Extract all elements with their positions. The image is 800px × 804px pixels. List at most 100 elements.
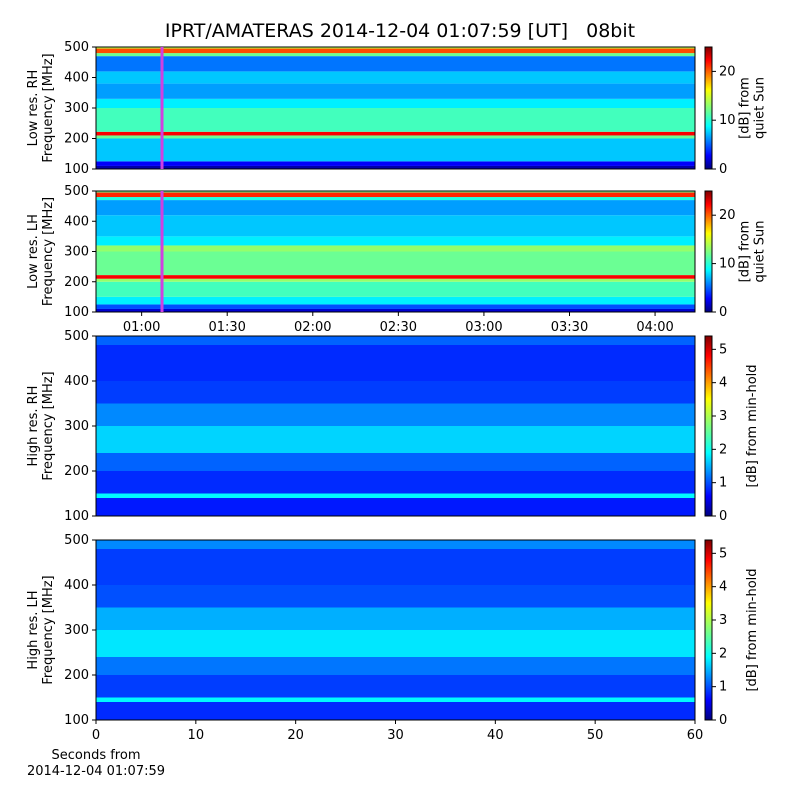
y-tick-label: 400	[64, 71, 89, 86]
y-axis-label: High res. RH	[26, 386, 41, 467]
heat-band	[96, 296, 695, 305]
x-tick-label: 50	[587, 728, 604, 743]
colorbar-tick-label: 2	[719, 442, 727, 457]
colorbar-label: [dB] from	[738, 221, 753, 283]
colorbar-label: [dB] from min-hold	[745, 364, 760, 487]
y-tick-label: 300	[64, 419, 89, 434]
colorbar-label: quiet Sun	[753, 77, 768, 139]
y-tick-label: 100	[64, 509, 89, 524]
heat-band	[96, 675, 695, 698]
colorbar	[704, 335, 713, 517]
colorbar-tick-label: 2	[719, 646, 727, 661]
heat-band	[96, 702, 695, 720]
x-axis-label: 2014-12-04 01:07:59	[27, 764, 165, 779]
y-axis-label: Frequency [MHz]	[41, 53, 56, 162]
y-tick-label: 200	[64, 132, 89, 147]
y-tick-label: 400	[64, 578, 89, 593]
y-tick-label: 400	[64, 374, 89, 389]
x-tick-label: 60	[687, 728, 704, 743]
heat-band	[96, 108, 695, 132]
colorbar-tick-label: 0	[719, 162, 727, 177]
y-tick-label: 200	[64, 464, 89, 479]
heat-band	[96, 471, 695, 494]
heat-band	[96, 161, 695, 166]
heat-band	[96, 200, 695, 216]
colorbar-label: quiet Sun	[753, 220, 768, 282]
heat-band	[96, 453, 695, 471]
y-tick-label: 500	[64, 533, 89, 548]
y-tick-label: 300	[64, 101, 89, 116]
y-tick-label: 300	[64, 623, 89, 638]
x-tick-label: 01:30	[208, 320, 245, 335]
heat-band	[96, 345, 695, 381]
heat-band	[96, 251, 695, 276]
chart-title: IPRT/AMATERAS 2014-12-04 01:07:59 [UT] 0…	[165, 20, 635, 42]
colorbar	[704, 46, 713, 170]
heat-band	[96, 697, 695, 702]
colorbar-tick-label: 5	[719, 546, 727, 561]
colorbar-tick-label: 3	[719, 613, 727, 628]
heat-band	[96, 165, 695, 169]
heat-band	[96, 275, 695, 279]
x-tick-label: 02:30	[380, 320, 417, 335]
colorbar-tick-label: 0	[719, 713, 727, 728]
y-axis-label: Frequency [MHz]	[41, 371, 56, 480]
x-axis-label: Seconds from	[51, 748, 140, 763]
x-tick-label: 01:00	[123, 320, 160, 335]
colorbar-label: [dB] from min-hold	[745, 568, 760, 691]
colorbar-tick-label: 5	[719, 342, 727, 357]
heat-band	[96, 53, 695, 57]
heat-band	[96, 48, 695, 54]
heat-band	[96, 191, 695, 193]
colorbar-tick-label: 4	[719, 580, 727, 595]
y-tick-label: 100	[64, 162, 89, 177]
colorbar-tick-label: 1	[719, 680, 727, 695]
heat-band	[96, 135, 695, 139]
y-tick-label: 100	[64, 305, 89, 320]
x-tick-label: 30	[387, 728, 404, 743]
heat-band	[96, 304, 695, 309]
heat-band	[96, 245, 695, 252]
x-tick-label: 04:00	[636, 320, 673, 335]
y-axis-label: High res. LH	[26, 590, 41, 669]
colorbar-tick-label: 0	[719, 509, 727, 524]
y-tick-label: 100	[64, 713, 89, 728]
heat-band	[96, 56, 695, 72]
heat-band	[96, 71, 695, 84]
heat-band	[96, 585, 695, 608]
heat-band	[96, 281, 695, 297]
colorbar-tick-label: 0	[719, 305, 727, 320]
y-axis-label: Frequency [MHz]	[41, 197, 56, 306]
colorbar-tick-label: 4	[719, 376, 727, 391]
heat-band	[96, 381, 695, 404]
y-axis-label: Low res. LH	[26, 214, 41, 289]
heat-band	[96, 549, 695, 585]
colorbar	[704, 539, 713, 721]
colorbar-tick-label: 10	[719, 257, 736, 272]
y-tick-label: 300	[64, 245, 89, 260]
x-tick-label: 0	[92, 728, 100, 743]
heat-band	[96, 493, 695, 498]
y-tick-label: 500	[64, 184, 89, 199]
colorbar	[704, 190, 713, 313]
y-tick-label: 200	[64, 275, 89, 290]
heat-band	[96, 215, 695, 237]
heat-band	[96, 540, 695, 549]
y-tick-label: 500	[64, 40, 89, 55]
heat-band	[96, 403, 695, 426]
x-tick-label: 03:00	[465, 320, 502, 335]
heat-band	[96, 630, 695, 657]
heat-band	[96, 657, 695, 675]
heat-band	[96, 138, 695, 162]
colorbar-tick-label: 20	[719, 64, 736, 79]
x-tick-label: 10	[188, 728, 205, 743]
x-tick-label: 03:30	[551, 320, 588, 335]
heat-band	[96, 308, 695, 312]
y-tick-label: 200	[64, 668, 89, 683]
heat-band	[96, 336, 695, 345]
colorbar-label: [dB] from	[738, 77, 753, 139]
heat-band	[96, 83, 695, 99]
x-tick-label: 20	[287, 728, 304, 743]
x-tick-label: 02:00	[294, 320, 331, 335]
